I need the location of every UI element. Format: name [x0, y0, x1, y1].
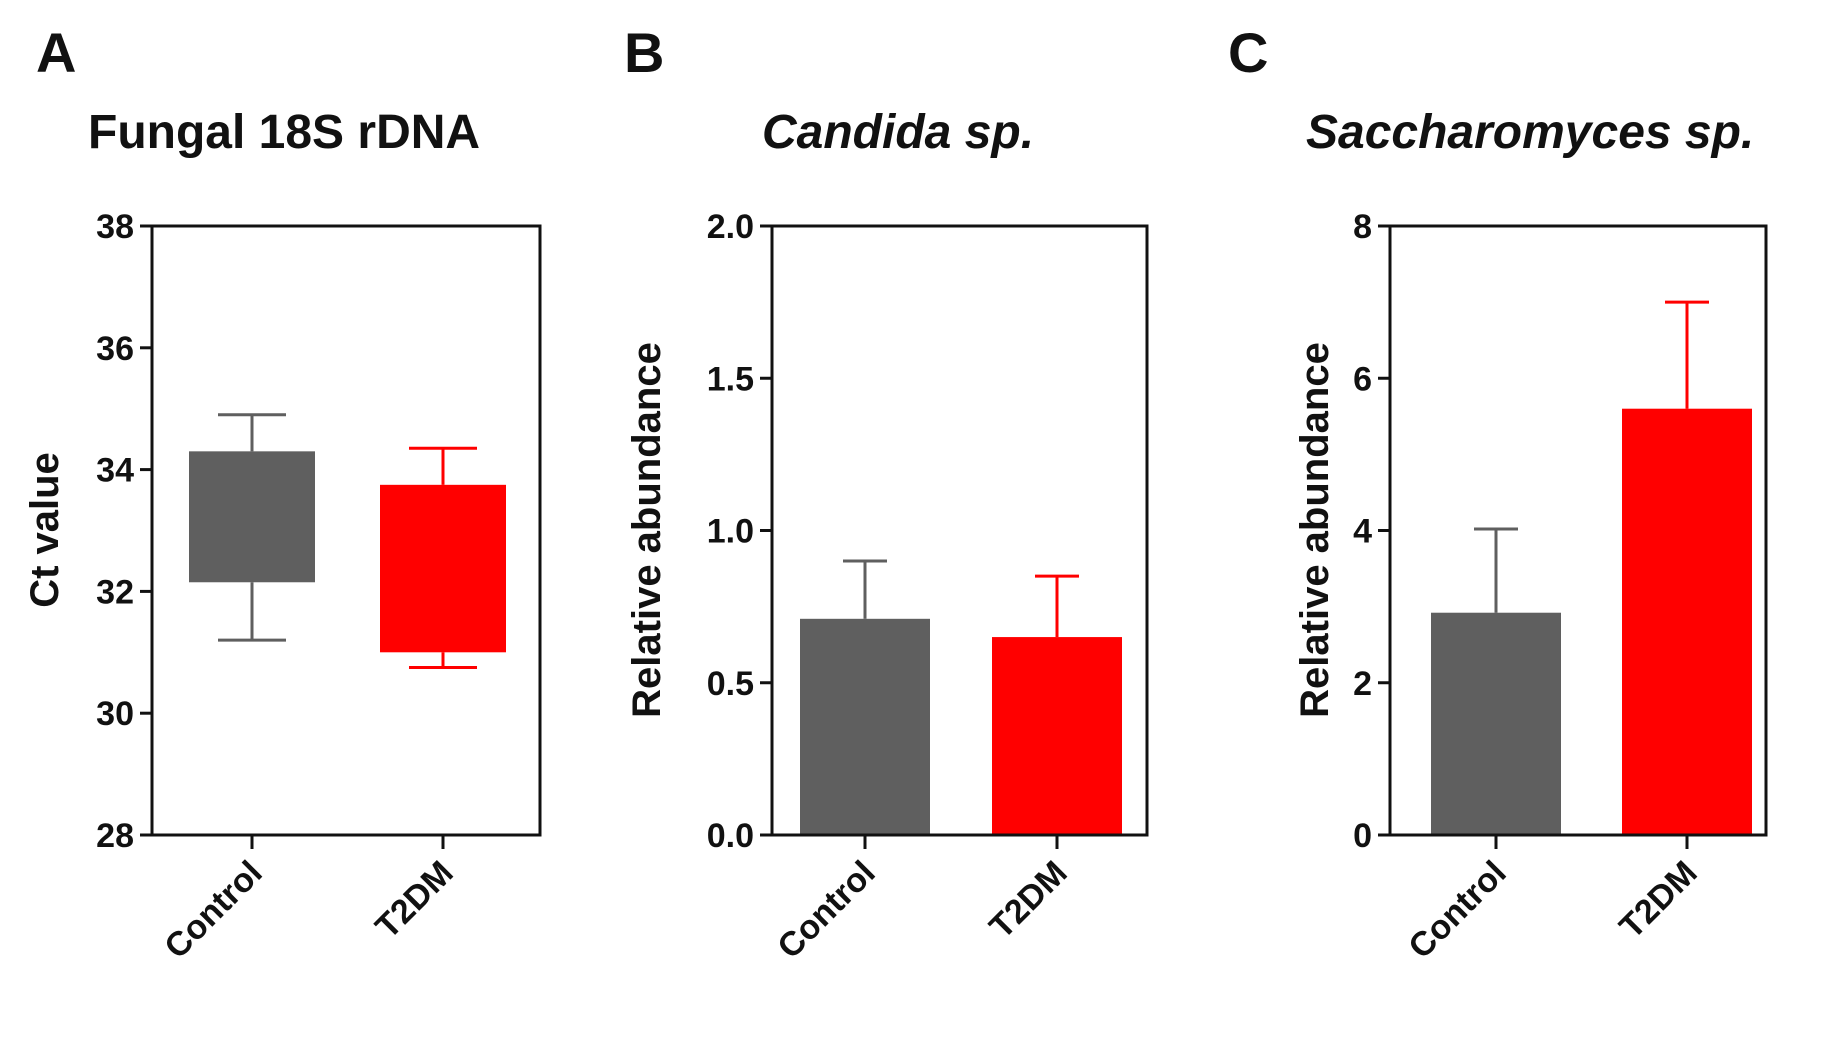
panel-a-title: Fungal 18S rDNA [88, 106, 480, 159]
panel-c-y-tick-label: 2 [1353, 665, 1372, 703]
panel-b-y-tick-label: 2.0 [707, 208, 754, 246]
panel-a-box-t2dm [380, 484, 506, 653]
panel-c-y-tick-label: 8 [1353, 208, 1372, 246]
panel-c-title: Saccharomyces sp. [1306, 106, 1754, 159]
panel-c-y-tick-label: 0 [1353, 817, 1372, 855]
panel-b-title: Candida sp. [762, 106, 1034, 159]
panel-a-plot: 28 30 32 34 36 38 Control T2DM [96, 208, 542, 966]
panel-c-y-tick-label: 4 [1353, 513, 1372, 551]
panel-a-x-category-label: T2DM [368, 854, 460, 946]
panel-c-y-axis-label: Relative abundance [1293, 342, 1337, 718]
panel-c: C Saccharomyces sp. Relative abundance 0… [1228, 21, 1768, 966]
panel-c-x-category-label: T2DM [1612, 854, 1704, 946]
panel-a-letter: A [36, 21, 76, 84]
panel-a-y-tick-label: 32 [96, 573, 134, 611]
panel-b-y-tick-label: 1.0 [707, 513, 754, 551]
panel-a-x-category-label: Control [157, 854, 269, 966]
panel-b-y-axis-label: Relative abundance [625, 342, 669, 718]
panel-c-letter: C [1228, 21, 1268, 84]
panel-a-y-tick-label: 38 [96, 208, 134, 246]
panel-a-box-control [189, 451, 315, 583]
panel-b-bar-control [800, 618, 930, 835]
panel-b: B Candida sp. Relative abundance 0.0 0.5 1… [624, 21, 1149, 966]
panel-c-x-category-label: Control [1401, 854, 1513, 966]
panel-a-y-tick-label: 36 [96, 330, 134, 368]
panel-b-y-tick-label: 0.0 [707, 817, 754, 855]
panel-a-axes-frame [150, 224, 542, 837]
panel-c-bar-t2dm [1622, 408, 1752, 835]
panel-b-plot: 0.0 0.5 1.0 1.5 2.0 Control T2DM [707, 208, 1149, 966]
panel-a-y-tick-label: 28 [96, 817, 134, 855]
panel-a: A Fungal 18S rDNA Ct value 28 30 32 34 36 38 C… [23, 21, 542, 966]
panel-b-y-tick-label: 0.5 [707, 665, 754, 703]
panel-a-y-axis-label: Ct value [23, 452, 67, 608]
panel-c-plot: 0 2 4 6 8 Control T2DM [1353, 208, 1768, 966]
panel-b-letter: B [624, 21, 664, 84]
panel-c-bar-control [1431, 612, 1561, 835]
panel-b-x-category-label: Control [770, 854, 882, 966]
panel-a-y-tick-label: 34 [96, 452, 134, 490]
panel-b-y-tick-label: 1.5 [707, 360, 754, 398]
panel-b-bar-t2dm [992, 637, 1122, 835]
panel-b-x-category-label: T2DM [982, 854, 1074, 946]
panel-a-y-tick-label: 30 [96, 695, 134, 733]
panel-c-y-tick-label: 6 [1353, 360, 1372, 398]
